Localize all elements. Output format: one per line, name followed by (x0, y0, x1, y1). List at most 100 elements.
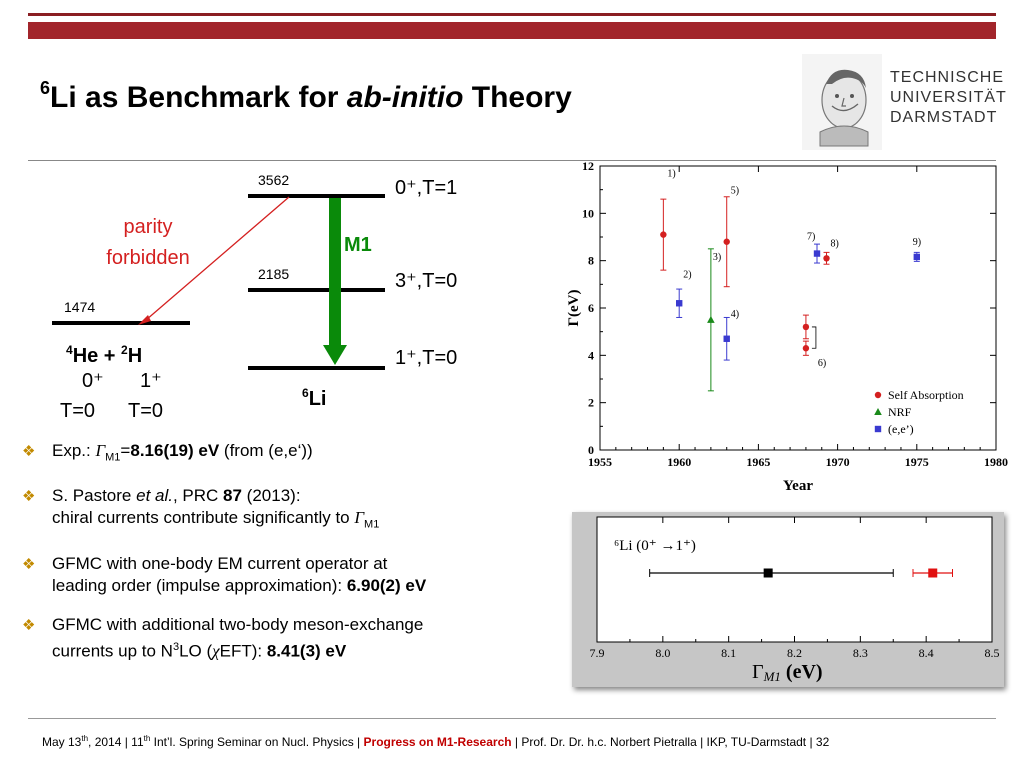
portrait-logo-icon (802, 54, 882, 150)
y-tick-label: 2 (588, 396, 594, 410)
data-point (660, 231, 667, 238)
bullet-marker-icon: ❖ (22, 488, 36, 506)
legend-entry: Self Absorption (888, 388, 964, 402)
he-mass-number: 4 (66, 343, 73, 357)
point-label: 1) (667, 169, 675, 180)
spin-label-0plus: 0⁺,T=1 (395, 177, 457, 199)
data-point (723, 238, 730, 245)
logo-line-2: UNIVERSITÄT (890, 89, 1007, 106)
b4-chi: χ (212, 641, 220, 661)
data-point (723, 335, 730, 342)
he-spin: 0⁺ (82, 370, 104, 392)
legend-entry: NRF (888, 405, 912, 419)
b2-line-2: chiral currents contribute significantly… (52, 508, 355, 528)
gm1-tick-label: 8.1 (721, 646, 736, 660)
logo-line-1: TECHNISCHE (890, 69, 1005, 86)
y-tick-label: 8 (588, 254, 594, 268)
b2-gamma-sub: M1 (364, 518, 380, 531)
data-point (913, 253, 920, 261)
x-tick-label: 1965 (746, 455, 770, 469)
data-point (802, 345, 810, 352)
footer-highlight: Progress on M1-Research (363, 735, 512, 749)
slide-title: 6Li as Benchmark for ab-initio Theory (40, 78, 572, 115)
b1-suffix: (from (e,e‘)) (219, 441, 313, 460)
title-text-1: Li as Benchmark for (50, 81, 347, 114)
gamma-m1-chart: 7.9 8.0 8.1 8.2 8.3 8.4 8.5 ⁶Li (0⁺ →1⁺) ΓM1 (eV… (590, 516, 1000, 684)
footer-conf-sup: th (143, 734, 151, 743)
b3-line-1: GFMC with one-body EM current operator a… (52, 553, 388, 573)
x-tick-label: 1975 (905, 455, 929, 469)
gm1-annotation: ⁶Li (0⁺ →1⁺) (614, 538, 696, 554)
gm1-data-point (928, 568, 938, 578)
gamma-m1-panel: 7.9 8.0 8.1 8.2 8.3 8.4 8.5 ⁶Li (0⁺ →1⁺) ΓM1 (eV… (572, 512, 1004, 687)
gm1-gamma: Γ (752, 661, 764, 683)
title-italic: ab-initio (346, 81, 464, 114)
bullet-gfmc-two-body: ❖ GFMC with additional two-body meson-ex… (22, 614, 562, 663)
plot-frame (599, 165, 997, 451)
m1-label: M1 (344, 234, 372, 256)
point-label: 3) (713, 252, 721, 263)
b4-order-sup: 3 (172, 640, 180, 653)
gm1-x-label: ΓM1 (eV) (752, 661, 823, 684)
gm1-tick-label: 8.2 (787, 646, 802, 660)
x-axis-label: Year (783, 478, 813, 494)
b4-line-2c: EFT): (219, 641, 267, 661)
x-tick-label: 1970 (826, 455, 850, 469)
b2-gamma-symbol: ΓM1 (354, 508, 379, 530)
point-label: 2) (683, 269, 691, 280)
m1-arrow-shaft (329, 198, 341, 346)
header-bar-thick (28, 22, 996, 39)
footer: May 13th, 2014 | 11th Int’l. Spring Semi… (42, 734, 829, 749)
gm1-frame (596, 516, 993, 643)
footer-date-sup: th (81, 734, 89, 743)
point-label: 4) (731, 309, 739, 320)
footer-divider (28, 718, 996, 719)
parity-label-line-2: forbidden (106, 247, 189, 269)
b4-line-2a: currents up to N (52, 641, 173, 661)
y-tick-label: 6 (588, 301, 594, 315)
b4-line-1: GFMC with additional two-body meson-exch… (52, 614, 424, 634)
bullet-pastore: ❖ S. Pastore et al., PRC 87 (2013): chir… (22, 485, 562, 535)
data-point (707, 315, 715, 323)
data-point (813, 250, 821, 257)
bullet-marker-icon: ❖ (22, 555, 36, 573)
point-label: 7) (807, 232, 815, 243)
he-isospin: T=0 (60, 400, 95, 422)
parity-arrow-head (138, 315, 151, 325)
b1-gamma: Γ (95, 441, 106, 460)
y-tick-label: 0 (588, 443, 594, 457)
b2-suffix: (2013): (241, 486, 301, 506)
energy-2185: 2185 (258, 266, 289, 282)
gm1-data-point (763, 568, 773, 578)
gm1-tick-label: 7.9 (590, 646, 605, 660)
x-tick-label: 1980 (984, 455, 1008, 469)
gm1-tick-label: 8.0 (655, 646, 670, 660)
gm1-tick-label: 8.5 (985, 646, 1000, 660)
h-text: H (128, 345, 142, 367)
b4-line-2b: LO ( (179, 641, 213, 661)
gm1-unit: (eV) (781, 661, 823, 683)
bracket-6 (811, 326, 817, 349)
data-point (823, 255, 830, 262)
logo-wordmark: TECHNISCHE UNIVERSITÄT DARMSTADT (890, 68, 1007, 128)
logo-line-3: DARMSTADT (890, 109, 998, 126)
b4-value: 8.41(3) eV (266, 641, 347, 661)
point-label: 6) (818, 358, 826, 369)
data-point (676, 300, 683, 307)
h-spin: 1⁺ (140, 370, 162, 392)
university-logo: TECHNISCHE UNIVERSITÄT DARMSTADT (802, 54, 1006, 150)
footer-date: May 13 (42, 735, 82, 749)
level-scheme-diagram: 3562 2185 1474 0⁺,T=1 3⁺,T=0 1⁺,T=0 M1 p… (52, 172, 457, 422)
h-mass-number: 2 (121, 343, 128, 357)
b1-value: 8.16(19) eV (130, 441, 220, 460)
header-bar-thin (28, 13, 996, 16)
title-text-2: Theory (463, 81, 572, 114)
b3-line-2: leading order (impulse approximation): (52, 575, 347, 595)
footer-conference: Int’l. Spring Seminar on Nucl. Physics | (150, 735, 364, 749)
title-divider (28, 160, 996, 161)
li-text: Li (309, 388, 327, 410)
x-tick-label: 1960 (667, 455, 691, 469)
b1-prefix: Exp.: (52, 441, 96, 460)
y-tick-label: 10 (582, 206, 594, 220)
bullet-experiment: ❖ Exp.: ΓM1=8.16(19) eV (from (e,e‘)) (22, 440, 562, 468)
